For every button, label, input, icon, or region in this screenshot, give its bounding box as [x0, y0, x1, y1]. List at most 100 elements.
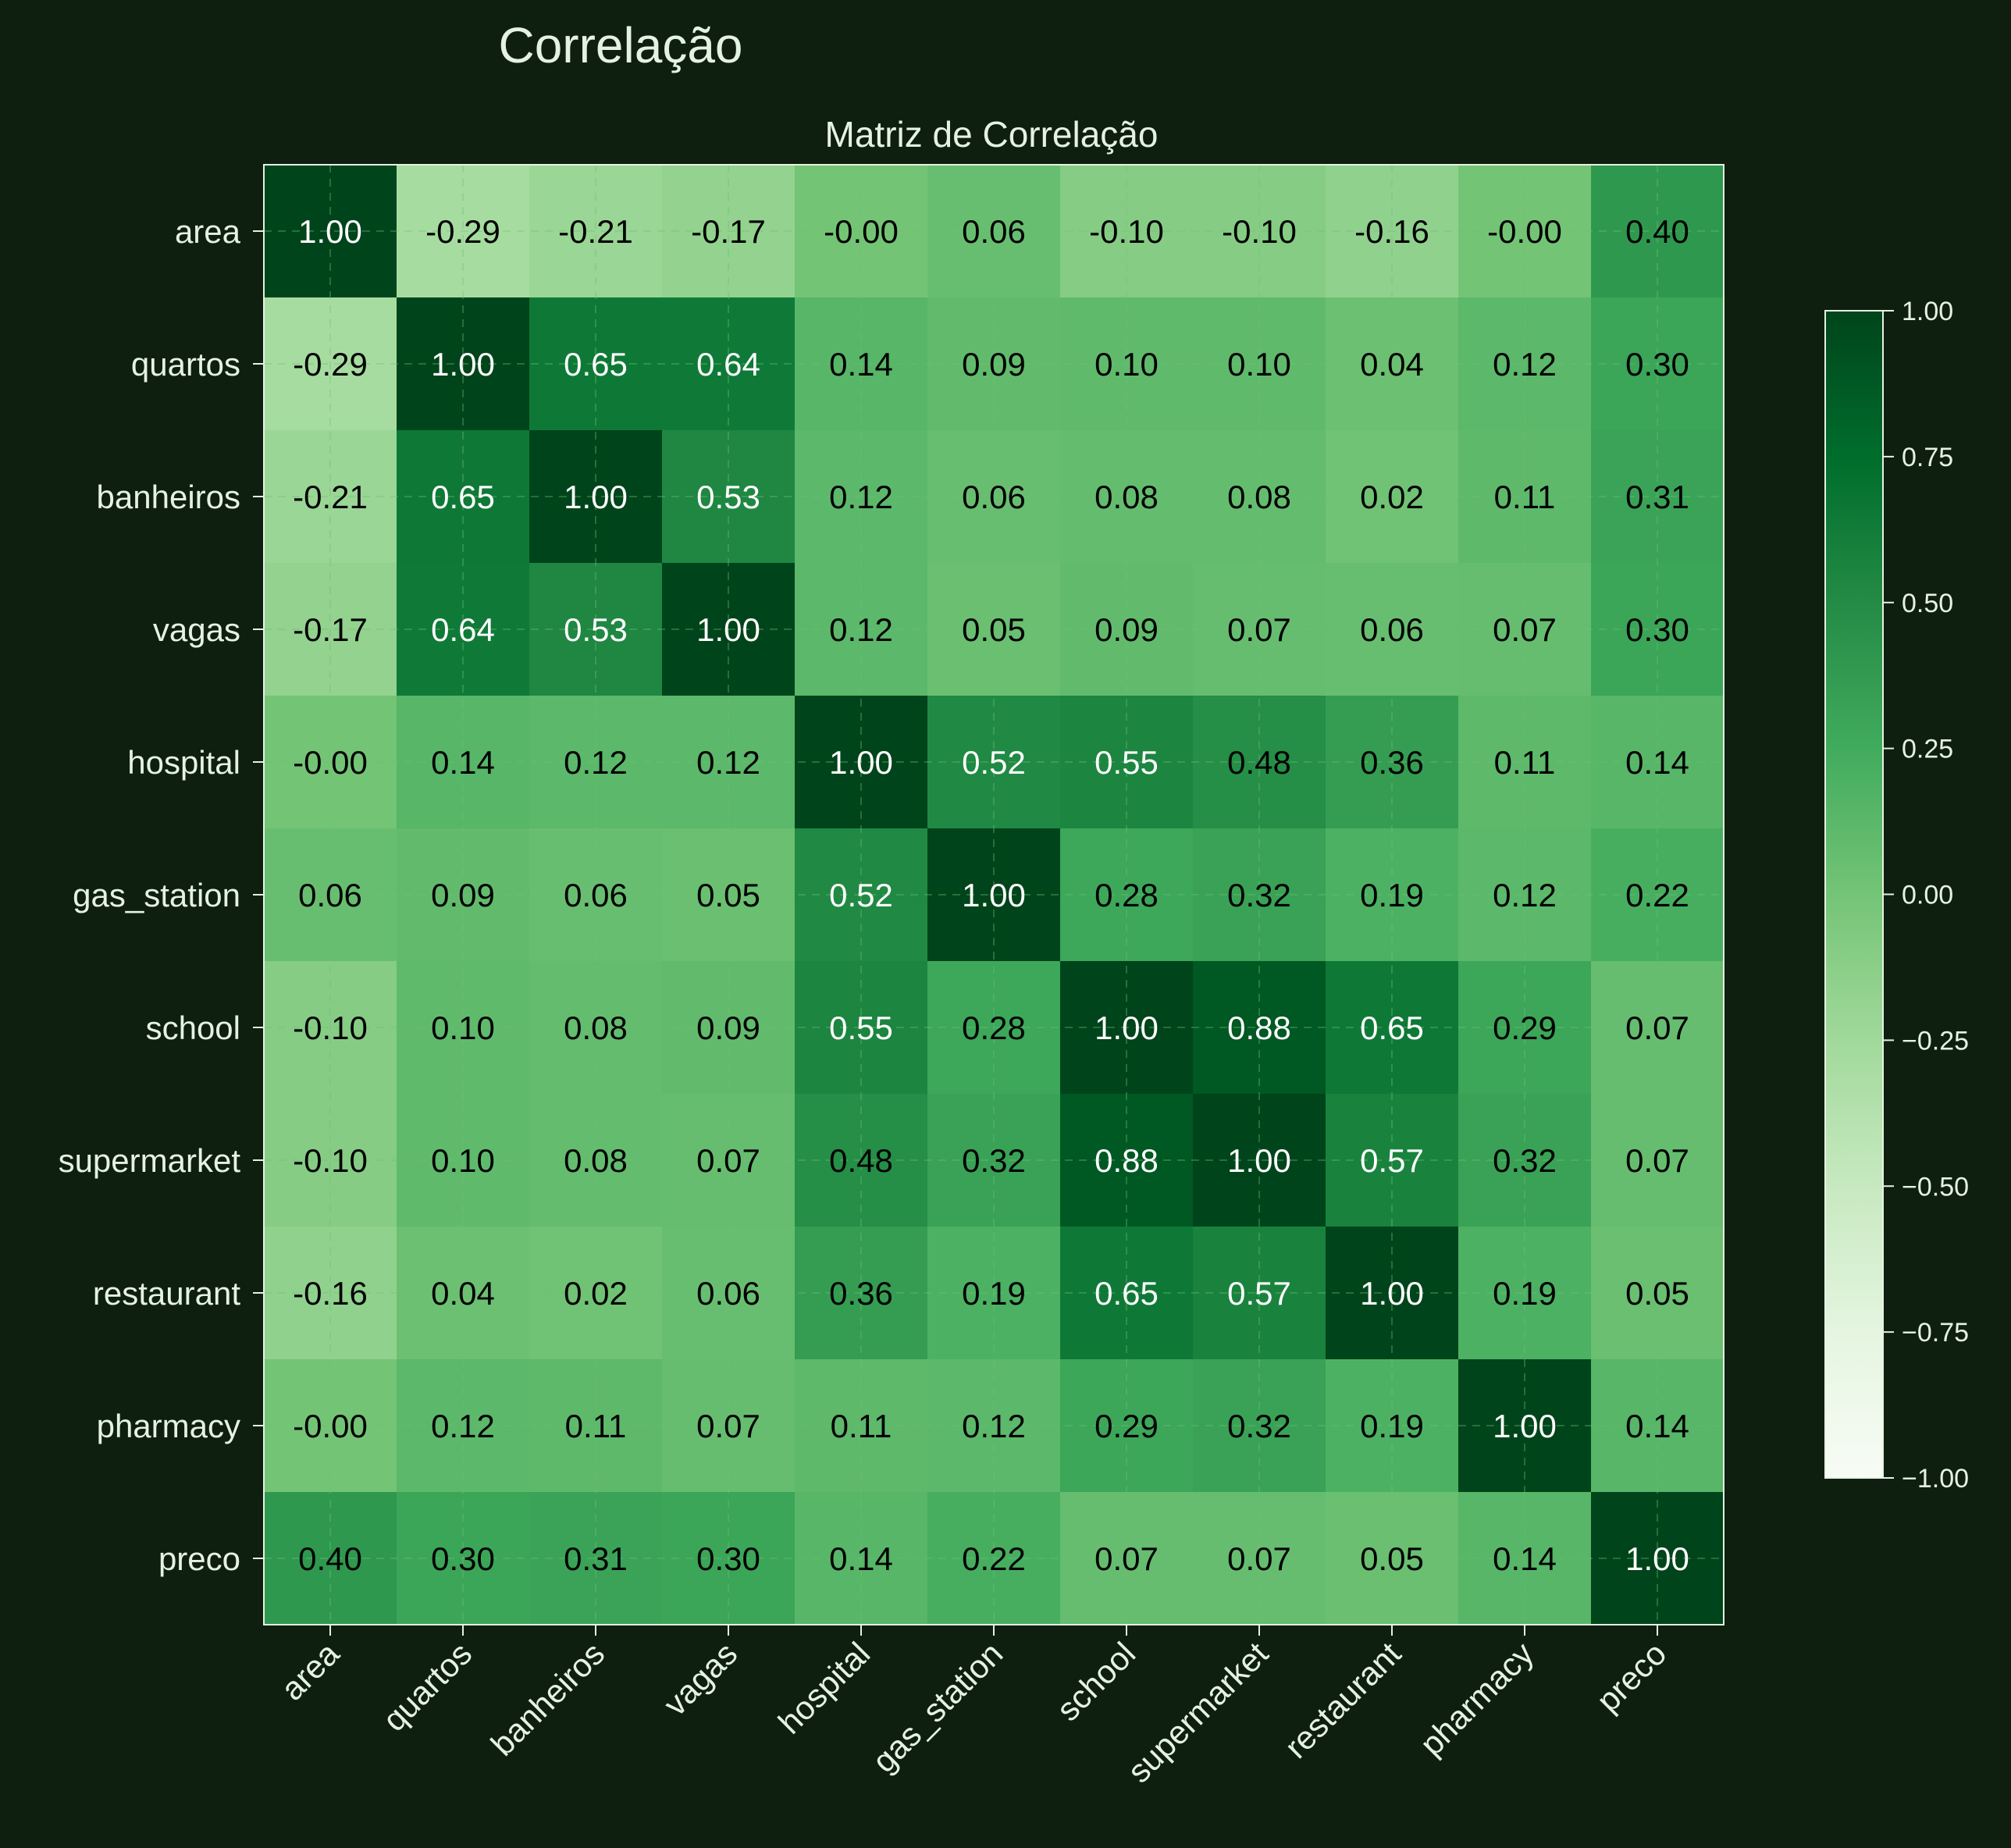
heatmap-cell-gas_station-preco: [1591, 828, 1724, 962]
x-tick-label-restaurant: restaurant: [1277, 1635, 1408, 1765]
value-label-vagas-banheiros: 0.53: [564, 611, 628, 648]
value-label-restaurant-preco: 0.05: [1625, 1275, 1689, 1312]
heatmap-cell-gas_station-banheiros: [529, 828, 663, 962]
value-label-vagas-vagas: 1.00: [696, 611, 760, 648]
value-label-area-hospital: -0.00: [824, 213, 899, 250]
heatmap-cell-gas_station-school: [1060, 828, 1194, 962]
heatmap-cell-school-gas_station: [927, 961, 1061, 1095]
heatmap-cell-banheiros-area: [264, 430, 397, 564]
value-label-preco-preco: 1.00: [1625, 1540, 1689, 1577]
value-label-quartos-pharmacy: 0.12: [1493, 346, 1557, 383]
heatmap-cell-restaurant-banheiros: [529, 1227, 663, 1360]
heatmap-cell-school-hospital: [795, 961, 928, 1095]
heatmap-cell-pharmacy-school: [1060, 1359, 1194, 1493]
y-tick-label-gas_station: gas_station: [73, 877, 240, 913]
heatmap-cell-banheiros-preco: [1591, 430, 1724, 564]
heatmap-cell-preco-preco: [1591, 1492, 1724, 1625]
heatmap-cell-supermarket-school: [1060, 1094, 1194, 1227]
value-label-banheiros-preco: 0.31: [1625, 479, 1689, 515]
heatmap-cell-pharmacy-gas_station: [927, 1359, 1061, 1493]
heatmap-cell-restaurant-gas_station: [927, 1227, 1061, 1360]
heatmap-cell-restaurant-area: [264, 1227, 397, 1360]
value-label-banheiros-vagas: 0.53: [696, 479, 760, 515]
heatmap-cell-school-pharmacy: [1458, 961, 1592, 1095]
heatmap-cell-gas_station-vagas: [662, 828, 796, 962]
colorbar: 1.00 0.75 0.50 0.25 0.00 −0.25 −0.50 −0.75 −1.00: [1824, 297, 1969, 1494]
value-label-restaurant-banheiros: 0.02: [564, 1275, 628, 1312]
heatmap-cell-vagas-hospital: [795, 563, 928, 696]
value-label-school-hospital: 0.55: [829, 1009, 893, 1046]
heatmap-cell-quartos-school: [1060, 297, 1194, 431]
value-label-vagas-pharmacy: 0.07: [1493, 611, 1557, 648]
value-label-quartos-restaurant: 0.04: [1360, 346, 1424, 383]
value-label-hospital-restaurant: 0.36: [1360, 744, 1424, 781]
value-label-vagas-supermarket: 0.07: [1227, 611, 1291, 648]
value-label-school-supermarket: 0.88: [1227, 1009, 1291, 1046]
heatmap-cell-school-school: [1060, 961, 1194, 1095]
value-label-preco-supermarket: 0.07: [1227, 1540, 1291, 1577]
heatmap-cell-vagas-school: [1060, 563, 1194, 696]
heatmap-cell-quartos-supermarket: [1193, 297, 1326, 431]
heatmap-cell-area-restaurant: [1326, 165, 1459, 298]
value-label-quartos-quartos: 1.00: [431, 346, 495, 383]
value-label-school-restaurant: 0.65: [1360, 1009, 1424, 1046]
heatmap-cell-banheiros-school: [1060, 430, 1194, 564]
value-label-hospital-supermarket: 0.48: [1227, 744, 1291, 781]
y-tick-label-school: school: [146, 1009, 240, 1046]
x-tick-label-area: area: [274, 1635, 347, 1707]
value-label-quartos-hospital: 0.14: [829, 346, 893, 383]
value-label-gas_station-hospital: 0.52: [829, 877, 893, 913]
heatmap-cell-hospital-supermarket: [1193, 696, 1326, 829]
value-label-restaurant-supermarket: 0.57: [1227, 1275, 1291, 1312]
value-label-hospital-area: -0.00: [293, 744, 368, 781]
colorbar-gradient: [1824, 310, 1884, 1479]
heatmap-value-labels: 1.00 -0.29 -0.21 -0.17 -0.00 0.06 -0.10 -0.10 -0…: [293, 213, 1689, 1577]
heatmap-cell-pharmacy-quartos: [397, 1359, 530, 1493]
value-label-vagas-restaurant: 0.06: [1360, 611, 1424, 648]
value-label-banheiros-quartos: 0.65: [431, 479, 495, 515]
value-label-supermarket-restaurant: 0.57: [1360, 1142, 1424, 1179]
heatmap-cell-pharmacy-pharmacy: [1458, 1359, 1592, 1493]
heatmap-cell-quartos-restaurant: [1326, 297, 1459, 431]
value-label-gas_station-quartos: 0.09: [431, 877, 495, 913]
heatmap-cell-area-pharmacy: [1458, 165, 1592, 298]
heatmap-cell-school-restaurant: [1326, 961, 1459, 1095]
heatmap-cell-quartos-pharmacy: [1458, 297, 1592, 431]
value-label-quartos-banheiros: 0.65: [564, 346, 628, 383]
heatmap-cell-preco-supermarket: [1193, 1492, 1326, 1625]
value-label-pharmacy-preco: 0.14: [1625, 1408, 1689, 1444]
heatmap-cell-preco-hospital: [795, 1492, 928, 1625]
value-label-gas_station-vagas: 0.05: [696, 877, 760, 913]
heatmap-cell-gas_station-supermarket: [1193, 828, 1326, 962]
value-label-supermarket-gas_station: 0.32: [962, 1142, 1026, 1179]
value-label-banheiros-banheiros: 1.00: [564, 479, 628, 515]
value-label-supermarket-vagas: 0.07: [696, 1142, 760, 1179]
heatmap-cell-school-vagas: [662, 961, 796, 1095]
value-label-vagas-school: 0.09: [1094, 611, 1159, 648]
value-label-hospital-gas_station: 0.52: [962, 744, 1026, 781]
colorbar-tick-label: 1.00: [1902, 297, 1953, 326]
colorbar-tick-label: −0.75: [1902, 1318, 1969, 1348]
value-label-pharmacy-restaurant: 0.19: [1360, 1408, 1424, 1444]
value-label-preco-hospital: 0.14: [829, 1540, 893, 1577]
heatmap-cell-vagas-vagas: [662, 563, 796, 696]
heatmap-cell-vagas-restaurant: [1326, 563, 1459, 696]
colorbar-tick-label: 0.50: [1902, 589, 1953, 618]
heatmap-cell-gas_station-quartos: [397, 828, 530, 962]
value-label-restaurant-vagas: 0.06: [696, 1275, 760, 1312]
heatmap-cell-quartos-banheiros: [529, 297, 663, 431]
value-label-area-banheiros: -0.21: [558, 213, 633, 250]
value-label-supermarket-area: -0.10: [293, 1142, 368, 1179]
heatmap-cell-hospital-area: [264, 696, 397, 829]
value-label-restaurant-area: -0.16: [293, 1275, 368, 1312]
y-tick-label-quartos: quartos: [131, 346, 240, 383]
heatmap-cell-supermarket-gas_station: [927, 1094, 1061, 1227]
heatmap-cell-area-school: [1060, 165, 1194, 298]
value-label-vagas-quartos: 0.64: [431, 611, 495, 648]
heatmap-cell-pharmacy-vagas: [662, 1359, 796, 1493]
value-label-vagas-area: -0.17: [293, 611, 368, 648]
heatmap-cell-hospital-quartos: [397, 696, 530, 829]
heatmap-cell-area-area: [264, 165, 397, 298]
colorbar-tick-label: −0.25: [1902, 1026, 1969, 1056]
